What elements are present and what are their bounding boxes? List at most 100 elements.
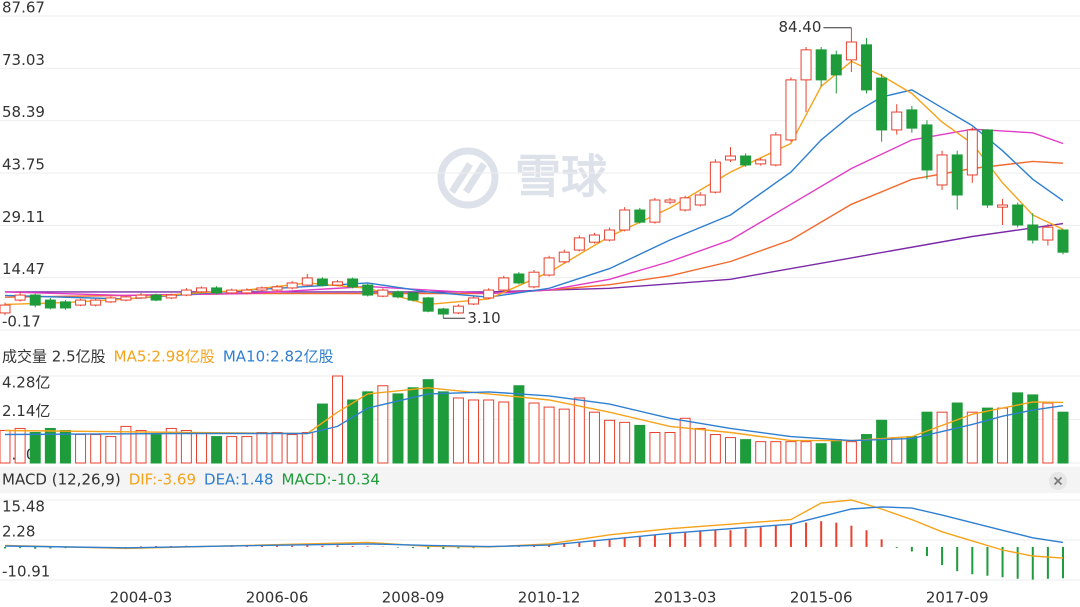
candle-body (271, 286, 283, 291)
volume-bar (226, 436, 238, 464)
y-tick-label: -0.17 (2, 313, 41, 331)
volume-bar (29, 432, 41, 464)
volume-bar (815, 443, 827, 464)
ma-line (4, 128, 1064, 297)
ma-line (4, 506, 1064, 549)
close-button[interactable] (1049, 472, 1067, 490)
candle-body (815, 49, 827, 81)
volume-bar (649, 432, 661, 464)
volume-bar (724, 437, 736, 464)
volume-bar (332, 375, 344, 464)
candle-body (226, 289, 238, 294)
watermark: 雪球 (515, 150, 608, 204)
candle-body (634, 209, 646, 223)
x-tick-label: 2008-09 (382, 589, 445, 607)
volume-bar (165, 427, 177, 464)
volume-bar (392, 393, 404, 464)
candle-body (286, 282, 298, 289)
volume-bar (619, 421, 631, 464)
x-tick-label: 2006-06 (246, 589, 309, 607)
candle-body (785, 79, 797, 141)
volume-bar (271, 432, 283, 464)
candle-body (709, 161, 721, 193)
volume-bar (573, 397, 585, 464)
volume-bar (120, 425, 132, 464)
volume-bar (150, 434, 162, 464)
volume-bar (528, 402, 540, 464)
x-tick-label: 2017-09 (926, 589, 989, 607)
volume-bar (75, 434, 87, 464)
volume-bar (0, 429, 11, 464)
legend-entry: DEA:1.48 (204, 471, 273, 489)
volume-bar (981, 407, 993, 464)
volume-bar (241, 436, 253, 464)
volume-bar (483, 399, 495, 464)
y-tick-label: 43.75 (2, 156, 45, 174)
volume-bar (921, 411, 933, 464)
panel-title: 成交量 2.5亿股 (2, 348, 106, 366)
volume-bar (543, 406, 555, 464)
volume-bar (951, 402, 963, 464)
candle-body (241, 289, 253, 294)
candle-body (619, 209, 631, 231)
candle-body (936, 154, 948, 186)
candle-body (1042, 226, 1054, 241)
candle-body (513, 273, 525, 284)
y-tick-label: 58.39 (2, 103, 45, 121)
volume-bar (634, 424, 646, 464)
candle-body (770, 134, 782, 166)
candle-body (588, 234, 600, 243)
legend-entry: MA5:2.98亿股 (114, 348, 215, 366)
volume-bar (286, 434, 298, 464)
candle-body (256, 287, 268, 291)
volume-bar (936, 411, 948, 464)
candle-body (573, 237, 585, 251)
volume-bar (59, 429, 71, 464)
volume-bar (437, 391, 449, 464)
max-label: 84.40 (778, 18, 821, 36)
candle-body (528, 271, 540, 288)
candle-body (498, 277, 510, 291)
candle-body (165, 294, 177, 299)
x-tick-label: 2004-03 (110, 589, 173, 607)
volume-bar (1057, 411, 1069, 464)
macd-header-band (0, 467, 1080, 493)
candle-body (1012, 204, 1024, 226)
legend-entry: MA10:2.82亿股 (223, 348, 334, 366)
volume-bar (316, 403, 328, 464)
candle-body (377, 289, 389, 297)
x-tick-label: 2013-03 (654, 589, 717, 607)
watermark-logo (437, 147, 499, 209)
y-tick-label: 15.48 (2, 498, 45, 516)
volume-bar (694, 427, 706, 464)
candle-body (604, 229, 616, 241)
x-tick-label: 2015-06 (790, 589, 853, 607)
volume-bar (105, 436, 117, 464)
candle-body (558, 251, 570, 263)
candle-body (966, 129, 978, 176)
candle-body (90, 299, 102, 306)
volume-bar (770, 441, 782, 464)
volume-bar (800, 441, 812, 464)
volume-bar (377, 385, 389, 464)
min-label: 3.10 (467, 309, 500, 327)
volume-bar (830, 439, 842, 464)
candle-body (830, 54, 842, 76)
volume-bar (1027, 394, 1039, 464)
candle-body (906, 109, 918, 129)
candle-body (135, 294, 147, 299)
candle-body (1027, 224, 1039, 241)
candle-body (891, 111, 903, 131)
volume-bar (44, 427, 56, 464)
volume-bar (1012, 392, 1024, 464)
volume-bar (135, 429, 147, 464)
volume-bar (347, 399, 359, 464)
y-tick-label: 2.14亿 (2, 402, 50, 420)
candle-body (861, 44, 873, 91)
volume-bar (785, 441, 797, 464)
candle-body (664, 199, 676, 203)
volume-bar (407, 387, 419, 464)
panel-title: MACD (12,26,9) (2, 471, 121, 489)
